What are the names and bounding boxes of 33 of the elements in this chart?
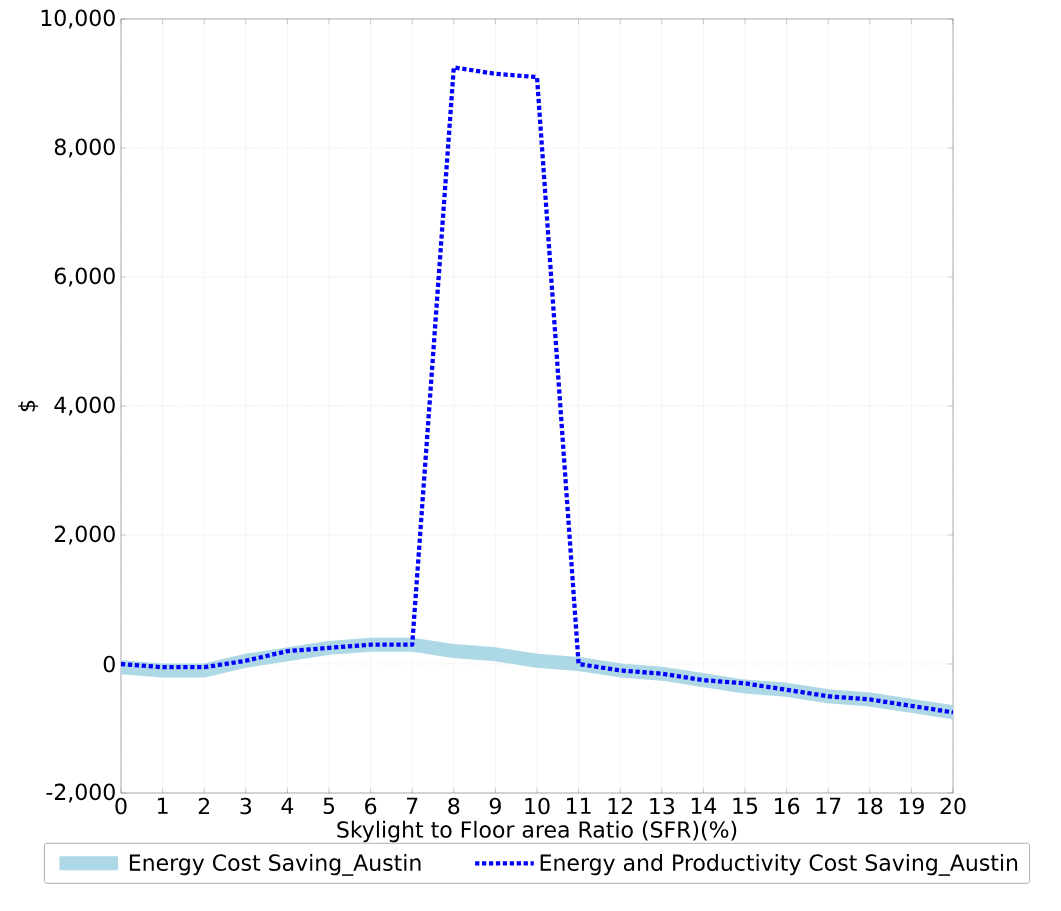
x-tick-label: 17 <box>816 797 841 814</box>
x-tick-label: 14 <box>691 797 717 814</box>
y-tick-label: 0 <box>103 655 115 673</box>
x-tick-label: 19 <box>899 797 924 815</box>
x-tick-label: 6 <box>365 797 377 815</box>
y-tick-label: 6,000 <box>54 267 115 287</box>
x-tick-label: 12 <box>608 797 632 815</box>
y-axis-title: $ <box>18 400 39 412</box>
legend-label: Energy Cost Saving_Austin <box>129 853 421 876</box>
x-tick-label: 2 <box>198 797 209 815</box>
x-tick-label: 0 <box>115 797 127 815</box>
y-tick-label: 2,000 <box>54 525 115 545</box>
x-tick-label: 9 <box>489 797 501 815</box>
x-tick-label: 16 <box>775 797 800 815</box>
x-tick-label: 3 <box>240 797 252 815</box>
x-tick-label: 11 <box>567 797 591 814</box>
x-tick-label: 13 <box>650 797 675 815</box>
x-tick-label: 4 <box>281 797 294 814</box>
x-tick-label: 15 <box>733 797 758 815</box>
y-tick-label: 4,000 <box>54 396 115 416</box>
x-tick-label: 10 <box>525 797 550 815</box>
y-tick-label: -2,000 <box>46 783 115 803</box>
line-series <box>121 65 953 715</box>
x-tick-label: 1 <box>158 797 168 814</box>
x-tick-label: 18 <box>858 797 883 815</box>
x-axis-title: Skylight to Floor area Ratio (SFR)(%) <box>337 820 737 843</box>
x-tick-label: 7 <box>407 797 418 814</box>
y-tick-label: 8,000 <box>54 138 115 158</box>
x-tick-label: 5 <box>323 797 335 815</box>
x-tick-label: 20 <box>940 797 966 815</box>
legend-label: Energy and Productivity Cost Saving_Austin <box>540 853 1018 876</box>
x-tick-label: 8 <box>448 797 460 815</box>
y-tick-label: 10,000 <box>41 9 115 29</box>
